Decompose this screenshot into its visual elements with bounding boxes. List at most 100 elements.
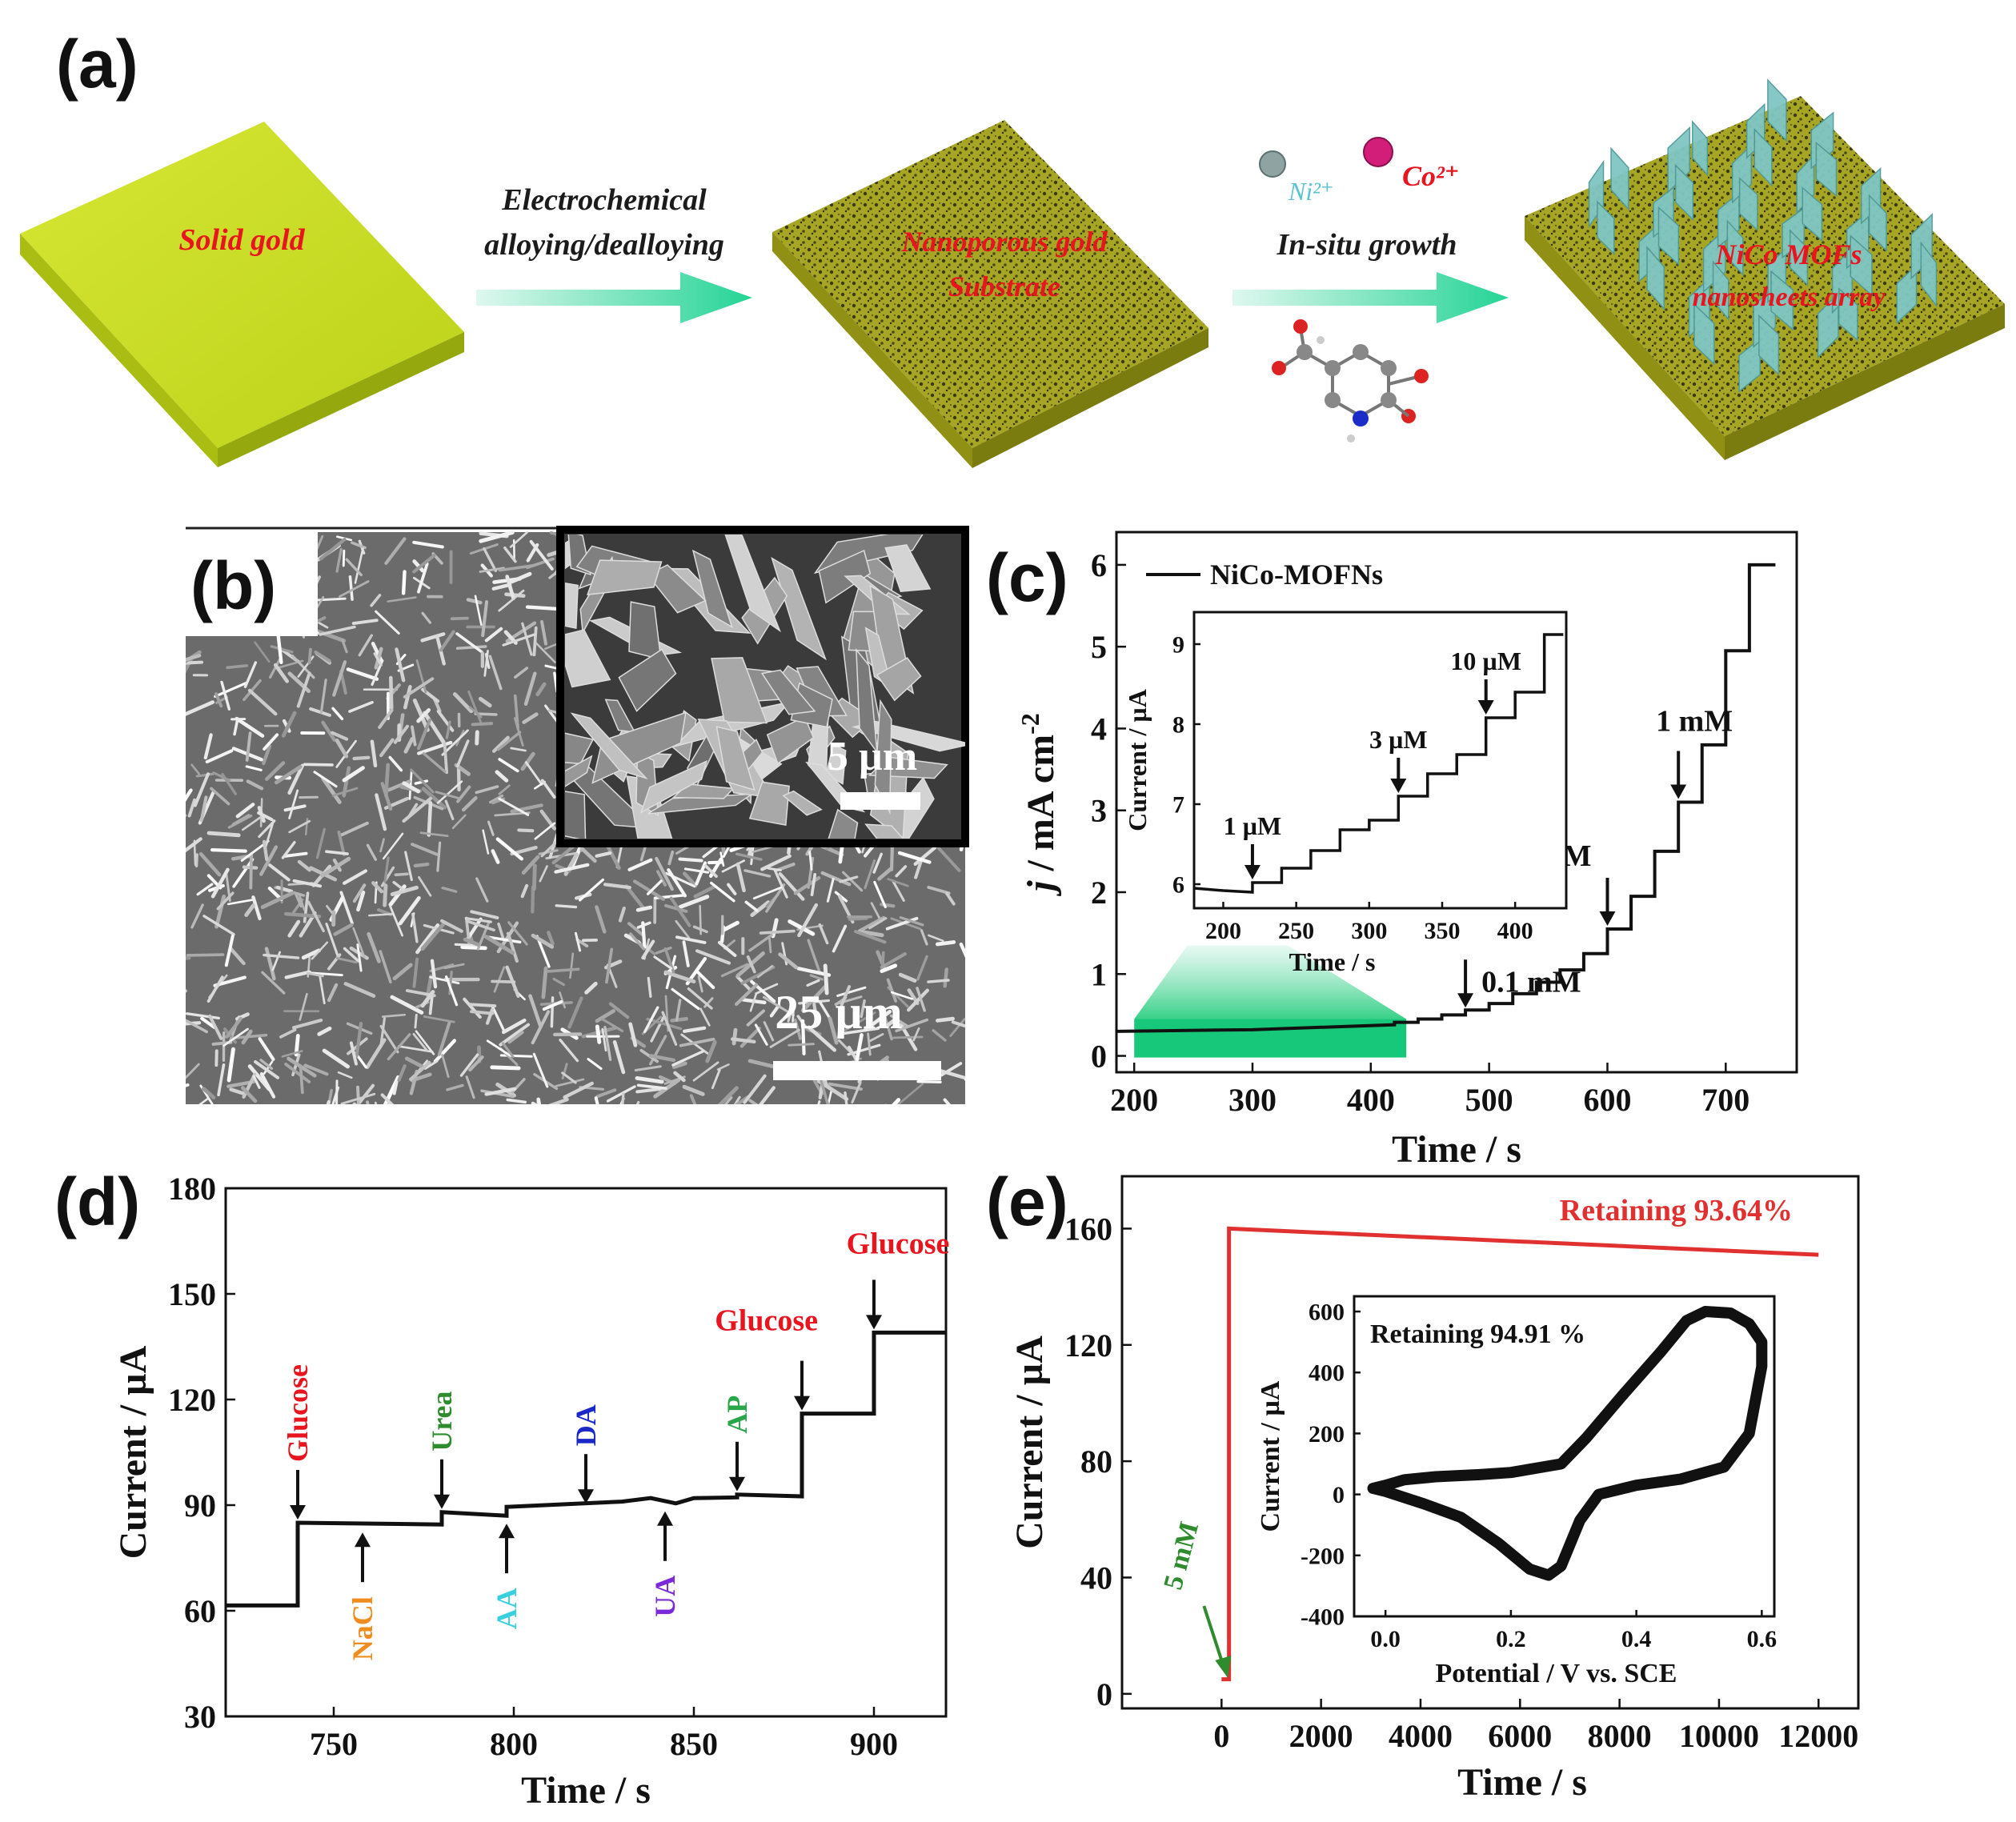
sem-flake bbox=[760, 854, 792, 871]
sem-flake bbox=[412, 957, 419, 988]
sem-flake bbox=[834, 996, 848, 1007]
sem-flake bbox=[734, 1095, 750, 1104]
sem-flake bbox=[964, 551, 965, 556]
sem-flake bbox=[349, 1041, 359, 1066]
sem-flake bbox=[792, 567, 828, 576]
sem-flake bbox=[437, 1021, 451, 1056]
sem-flake bbox=[331, 707, 344, 721]
sem-flake bbox=[214, 894, 226, 929]
sem-flake bbox=[620, 531, 655, 542]
axes-frame bbox=[1120, 1175, 1860, 1710]
sem-flake bbox=[775, 862, 796, 872]
sem-flake bbox=[923, 823, 941, 847]
sem-flake bbox=[531, 1101, 538, 1104]
sem-inset-flake bbox=[711, 657, 768, 724]
sem-flake bbox=[810, 872, 817, 897]
sem-flake bbox=[670, 539, 699, 564]
sem-flake bbox=[650, 1015, 665, 1043]
sem-flake bbox=[254, 1059, 280, 1079]
sem-flake bbox=[321, 720, 336, 742]
sem-inset-flake bbox=[565, 789, 587, 839]
nanoporous-label-line2: Substrate bbox=[948, 270, 1060, 302]
sem-flake bbox=[765, 883, 786, 913]
sem-flake bbox=[307, 900, 325, 933]
sem-flake bbox=[890, 991, 913, 1000]
sem-flake bbox=[415, 1000, 430, 1009]
sem-flake bbox=[379, 738, 395, 758]
sem-flake bbox=[797, 903, 819, 938]
sem-flake bbox=[688, 697, 715, 720]
y-axis-label-j: j bbox=[1020, 880, 1062, 897]
process-arrow-2 bbox=[1232, 272, 1509, 323]
sem-flake bbox=[510, 571, 532, 584]
sem-flake bbox=[767, 561, 776, 575]
sem-flake bbox=[559, 753, 567, 783]
sem-flake bbox=[397, 1045, 434, 1053]
sem-flake bbox=[932, 572, 951, 578]
sem-flake bbox=[744, 900, 759, 912]
sem-flake bbox=[916, 1079, 942, 1083]
sem-flake bbox=[781, 942, 788, 966]
sem-flake bbox=[495, 770, 509, 783]
sem-flake bbox=[288, 789, 299, 819]
sem-flake bbox=[932, 797, 951, 808]
sem-flake bbox=[546, 967, 580, 973]
sem-flake bbox=[680, 1033, 710, 1055]
sem-flake bbox=[765, 812, 789, 835]
sem-flake bbox=[844, 1091, 848, 1104]
sem-flake bbox=[492, 577, 522, 584]
sem-flake bbox=[903, 734, 918, 746]
sem-flake bbox=[609, 646, 626, 682]
sem-flake bbox=[387, 596, 417, 603]
sem-flake bbox=[734, 694, 749, 715]
sem-flake bbox=[250, 532, 271, 547]
sem-flake bbox=[443, 963, 465, 970]
sem-flake bbox=[275, 628, 283, 665]
nanosheet bbox=[1753, 127, 1773, 187]
sem-flake bbox=[631, 612, 639, 628]
sem-flake bbox=[621, 1092, 625, 1104]
nanosheet bbox=[1802, 186, 1823, 242]
sem-flake bbox=[404, 851, 413, 882]
sem-flake bbox=[456, 739, 470, 768]
sem-flake bbox=[486, 1039, 511, 1057]
sem-flake bbox=[759, 929, 796, 935]
sem-flake bbox=[842, 1027, 880, 1035]
sem-flake bbox=[702, 843, 720, 859]
sem-flake bbox=[884, 1016, 899, 1028]
sem-flake bbox=[851, 1081, 862, 1104]
sem-flake bbox=[682, 1084, 705, 1096]
sem-flake bbox=[953, 687, 965, 720]
sem-flake bbox=[855, 1033, 864, 1062]
annotation-label: 0.5 mM bbox=[1492, 839, 1592, 873]
sem-flake bbox=[567, 996, 583, 1029]
injection-arrow bbox=[1202, 1605, 1225, 1666]
sem-flake bbox=[262, 839, 269, 862]
sem-flake bbox=[687, 775, 699, 799]
sem-flake bbox=[556, 797, 581, 826]
sem-flake bbox=[653, 671, 671, 678]
sem-flake bbox=[913, 846, 937, 866]
sem-flake bbox=[719, 823, 726, 855]
sem-flake bbox=[828, 1016, 839, 1045]
sem-flake bbox=[793, 531, 832, 539]
sem-flake bbox=[787, 826, 794, 855]
sem-inset-flake bbox=[570, 712, 648, 780]
x-tick-label: 200 bbox=[1205, 918, 1241, 944]
sem-flake bbox=[226, 1079, 256, 1088]
sem-flake bbox=[499, 1054, 533, 1058]
sem-flake bbox=[206, 975, 224, 1003]
sem-flake bbox=[419, 831, 449, 838]
series-line bbox=[1116, 563, 1776, 1033]
sem-flake bbox=[216, 891, 234, 911]
sem-flake bbox=[465, 1075, 475, 1099]
sem-flake bbox=[796, 967, 832, 977]
sem-flake bbox=[198, 791, 215, 825]
sem-flake bbox=[259, 1059, 274, 1070]
sem-flake bbox=[749, 992, 758, 1012]
sem-inset-flake bbox=[882, 776, 935, 839]
sem-flake bbox=[967, 844, 968, 859]
sem-inset-flake bbox=[771, 665, 822, 717]
sem-flake bbox=[560, 1027, 579, 1040]
sem-flake bbox=[614, 763, 627, 797]
